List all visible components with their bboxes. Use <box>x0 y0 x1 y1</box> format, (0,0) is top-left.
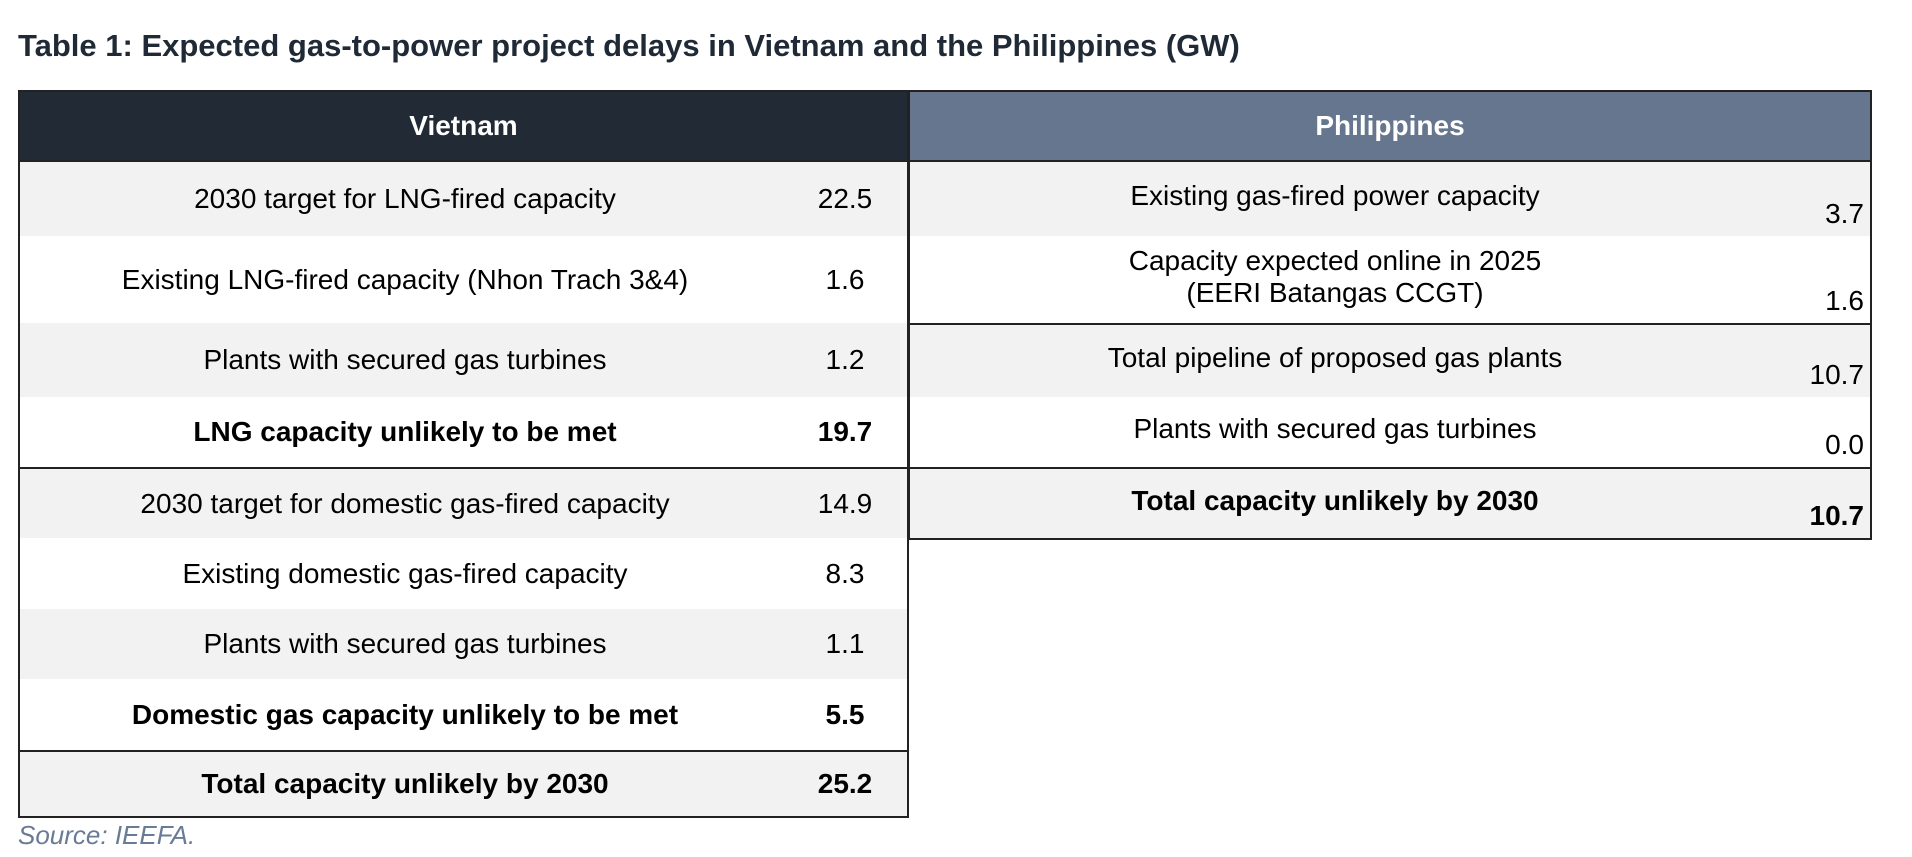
row-value: 10.7 <box>1809 359 1865 390</box>
row-label: Total capacity unlikely by 2030 <box>1131 484 1539 516</box>
philippines-header: Philippines <box>910 92 1870 162</box>
row-value: 1.6 <box>1825 285 1864 316</box>
vietnam-header: Vietnam <box>20 92 907 162</box>
row-value: 1.6 <box>825 263 865 295</box>
row-label-line1: Capacity expected online in 2025 <box>1128 244 1542 276</box>
row-label: 2030 target for LNG-fired capacity <box>194 183 616 214</box>
row-label: Plants with secured gas turbines <box>203 628 607 659</box>
row-value: 1.1 <box>825 628 865 659</box>
row-value: 19.7 <box>817 416 873 447</box>
table-row: Total pipeline of proposed gas plants 10.… <box>910 323 1870 397</box>
philippines-table: Philippines Existing gas-fired power cap… <box>908 90 1872 540</box>
row-value: 1.2 <box>825 344 865 375</box>
row-value: 14.9 <box>817 487 873 519</box>
row-label: Existing gas-fired power capacity <box>1130 180 1540 211</box>
row-label: Total capacity unlikely by 2030 <box>201 768 609 799</box>
table-row: LNG capacity unlikely to be met 19.7 <box>20 397 907 467</box>
row-label: Existing LNG-fired capacity (Nhon Trach … <box>121 263 689 295</box>
row-value: 10.7 <box>1809 500 1865 531</box>
table-row: 2030 target for LNG-fired capacity 22.5 <box>20 162 907 236</box>
table-row: Existing LNG-fired capacity (Nhon Trach … <box>20 236 907 323</box>
row-label: Capacity expected online in 2025 (EERI Ba… <box>910 236 1760 323</box>
table-title: Table 1: Expected gas-to-power project d… <box>18 28 1240 63</box>
table-row: Total capacity unlikely by 2030 10.7 <box>910 467 1870 538</box>
row-value: 25.2 <box>817 768 873 799</box>
source-note: Source: IEEFA. <box>18 820 196 850</box>
row-label: Total pipeline of proposed gas plants <box>1107 342 1563 373</box>
row-label: Plants with secured gas turbines <box>1133 413 1537 444</box>
table-row: Existing gas-fired power capacity 3.7 <box>910 162 1870 236</box>
table-row: Plants with secured gas turbines 0.0 <box>910 397 1870 467</box>
row-value: 3.7 <box>1825 198 1864 229</box>
row-value: 8.3 <box>825 557 865 589</box>
row-label: LNG capacity unlikely to be met <box>193 416 617 447</box>
row-label-line2: (EERI Batangas CCGT) <box>1186 276 1484 308</box>
vietnam-table: Vietnam 2030 target for LNG-fired capaci… <box>18 90 909 818</box>
table-row: Total capacity unlikely by 2030 25.2 <box>20 750 907 816</box>
row-value: 5.5 <box>825 698 865 730</box>
row-value: 22.5 <box>817 183 873 214</box>
table-row: Domestic gas capacity unlikely to be met… <box>20 679 907 750</box>
row-value: 0.0 <box>1825 429 1864 460</box>
row-label: Existing domestic gas-fired capacity <box>182 557 628 589</box>
table-row: Capacity expected online in 2025 (EERI Ba… <box>910 236 1870 323</box>
table-row: 2030 target for domestic gas-fired capac… <box>20 467 907 538</box>
row-label: Plants with secured gas turbines <box>203 344 607 375</box>
row-label: 2030 target for domestic gas-fired capac… <box>140 487 670 519</box>
row-label: Domestic gas capacity unlikely to be met <box>131 698 679 730</box>
table-row: Existing domestic gas-fired capacity 8.3 <box>20 538 907 609</box>
table-row: Plants with secured gas turbines 1.2 <box>20 323 907 397</box>
table-row: Plants with secured gas turbines 1.1 <box>20 609 907 679</box>
